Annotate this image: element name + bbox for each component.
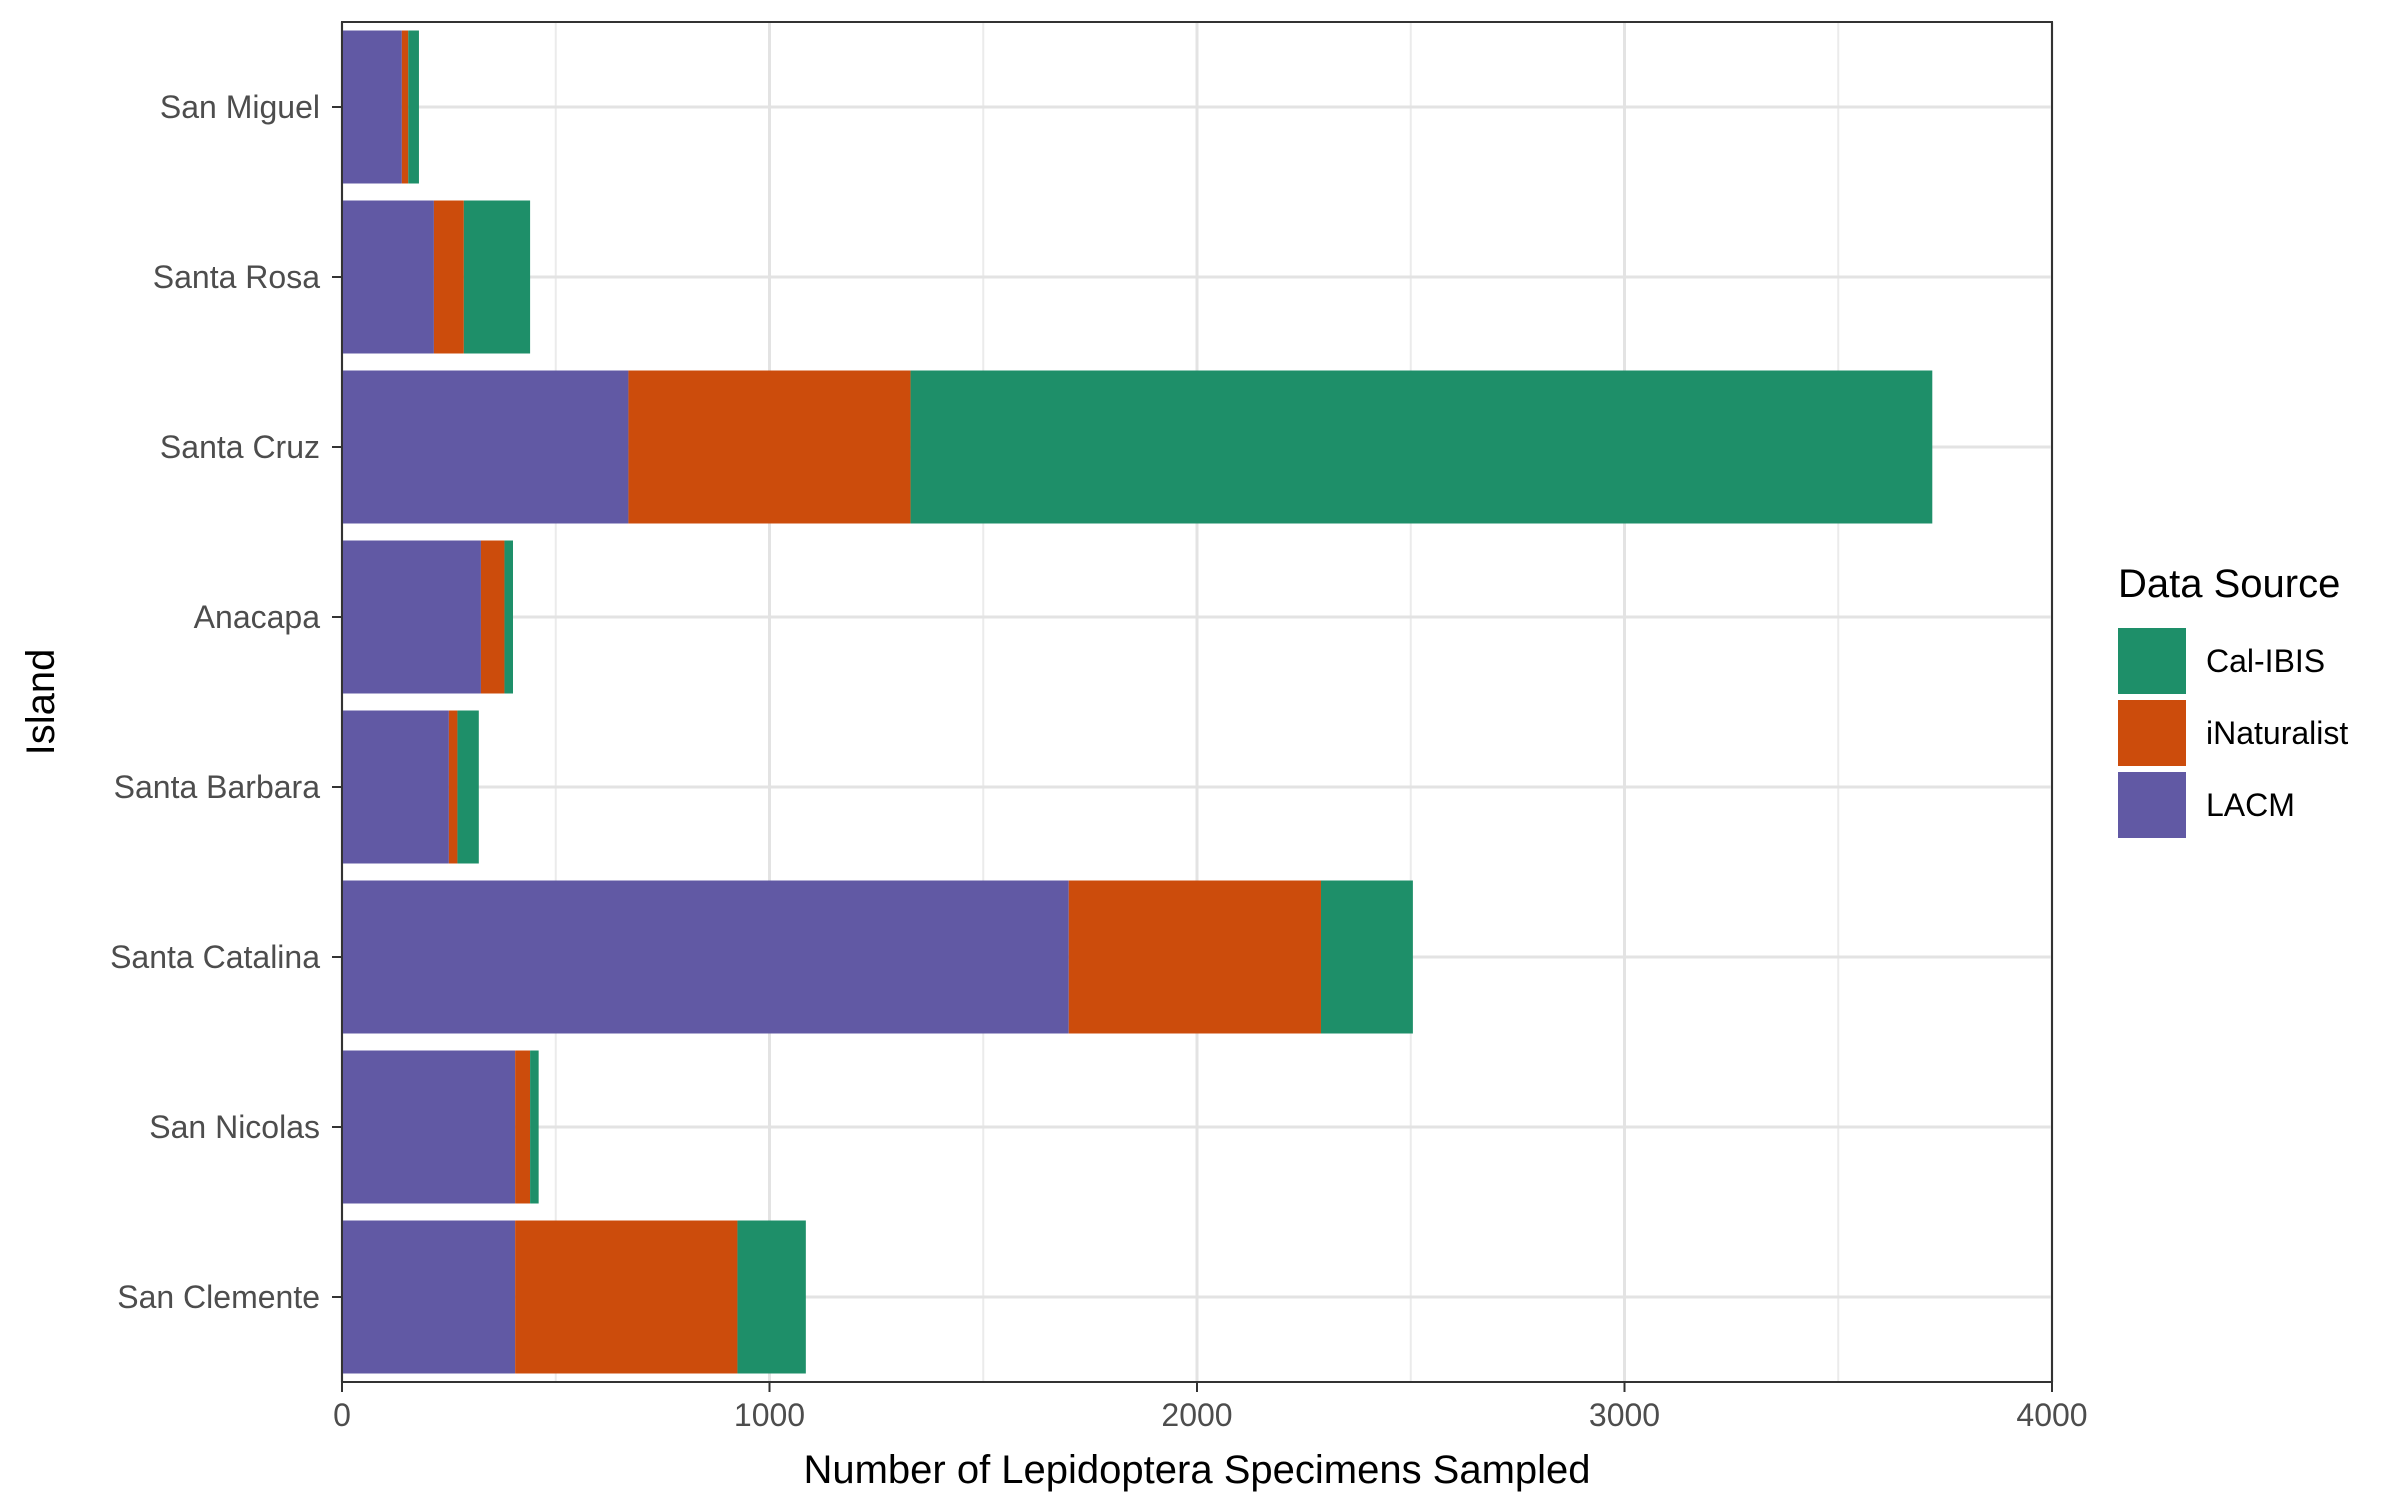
bar-inaturalist-san-miguel bbox=[401, 30, 409, 184]
y-tick-label: Santa Barbara bbox=[114, 769, 321, 805]
bar-lacm-santa-cruz bbox=[342, 370, 629, 524]
x-axis-title: Number of Lepidoptera Specimens Sampled bbox=[803, 1448, 1590, 1492]
bar-inaturalist-santa-catalina bbox=[1068, 880, 1321, 1034]
bar-cal-ibis-santa-barbara bbox=[457, 710, 479, 864]
x-tick-label: 4000 bbox=[2016, 1397, 2087, 1433]
bar-lacm-santa-catalina bbox=[342, 880, 1069, 1034]
legend-label: LACM bbox=[2206, 787, 2295, 823]
bar-cal-ibis-san-miguel bbox=[408, 30, 419, 184]
axis-layer: San Miguel Santa Rosa Santa Cruz Anacapa San… bbox=[110, 89, 2088, 1433]
bar-inaturalist-santa-barbara bbox=[448, 710, 458, 864]
x-tick-label: 0 bbox=[333, 1397, 351, 1433]
y-tick-label: Anacapa bbox=[194, 599, 321, 635]
bar-inaturalist-santa-cruz bbox=[628, 370, 911, 524]
bar-cal-ibis-san-nicolas bbox=[530, 1050, 539, 1204]
bar-lacm-anacapa bbox=[342, 540, 481, 694]
bar-cal-ibis-anacapa bbox=[504, 540, 513, 694]
grid-layer bbox=[340, 22, 2054, 1382]
y-tick-label: Santa Cruz bbox=[160, 429, 320, 465]
x-tick-label: 2000 bbox=[1161, 1397, 1232, 1433]
bar-lacm-san-miguel bbox=[342, 30, 402, 184]
bar-lacm-santa-rosa bbox=[342, 200, 434, 354]
legend-key-inaturalist bbox=[2118, 700, 2186, 766]
bar-cal-ibis-santa-cruz bbox=[910, 370, 1933, 524]
x-tick-label: 1000 bbox=[734, 1397, 805, 1433]
bar-inaturalist-san-nicolas bbox=[515, 1050, 531, 1204]
legend-title: Data Source bbox=[2118, 562, 2340, 606]
y-tick-label: San Clemente bbox=[117, 1279, 320, 1315]
bar-cal-ibis-san-clemente bbox=[737, 1220, 806, 1374]
bar-lacm-san-nicolas bbox=[342, 1050, 516, 1204]
y-tick-label: San Nicolas bbox=[149, 1109, 320, 1145]
bar-cal-ibis-santa-catalina bbox=[1320, 880, 1413, 1034]
legend-items: Cal-IBIS iNaturalist LACM bbox=[2118, 628, 2348, 838]
legend: Data Source Cal-IBIS iNaturalist LACM bbox=[2118, 562, 2348, 838]
y-tick-label: San Miguel bbox=[160, 89, 320, 125]
y-tick-label: Santa Catalina bbox=[110, 939, 320, 975]
bars-layer bbox=[342, 30, 1933, 1374]
y-axis-title: Island bbox=[19, 649, 63, 756]
x-tick-label: 3000 bbox=[1589, 1397, 1660, 1433]
bar-inaturalist-anacapa bbox=[480, 540, 505, 694]
bar-lacm-san-clemente bbox=[342, 1220, 516, 1374]
y-tick-label: Santa Rosa bbox=[153, 259, 320, 295]
bar-inaturalist-santa-rosa bbox=[433, 200, 464, 354]
bar-cal-ibis-santa-rosa bbox=[463, 200, 531, 354]
legend-label: iNaturalist bbox=[2206, 715, 2348, 751]
legend-key-lacm bbox=[2118, 772, 2186, 838]
bar-lacm-santa-barbara bbox=[342, 710, 449, 864]
bar-inaturalist-san-clemente bbox=[515, 1220, 738, 1374]
legend-label: Cal-IBIS bbox=[2206, 643, 2325, 679]
legend-key-cal-ibis bbox=[2118, 628, 2186, 694]
